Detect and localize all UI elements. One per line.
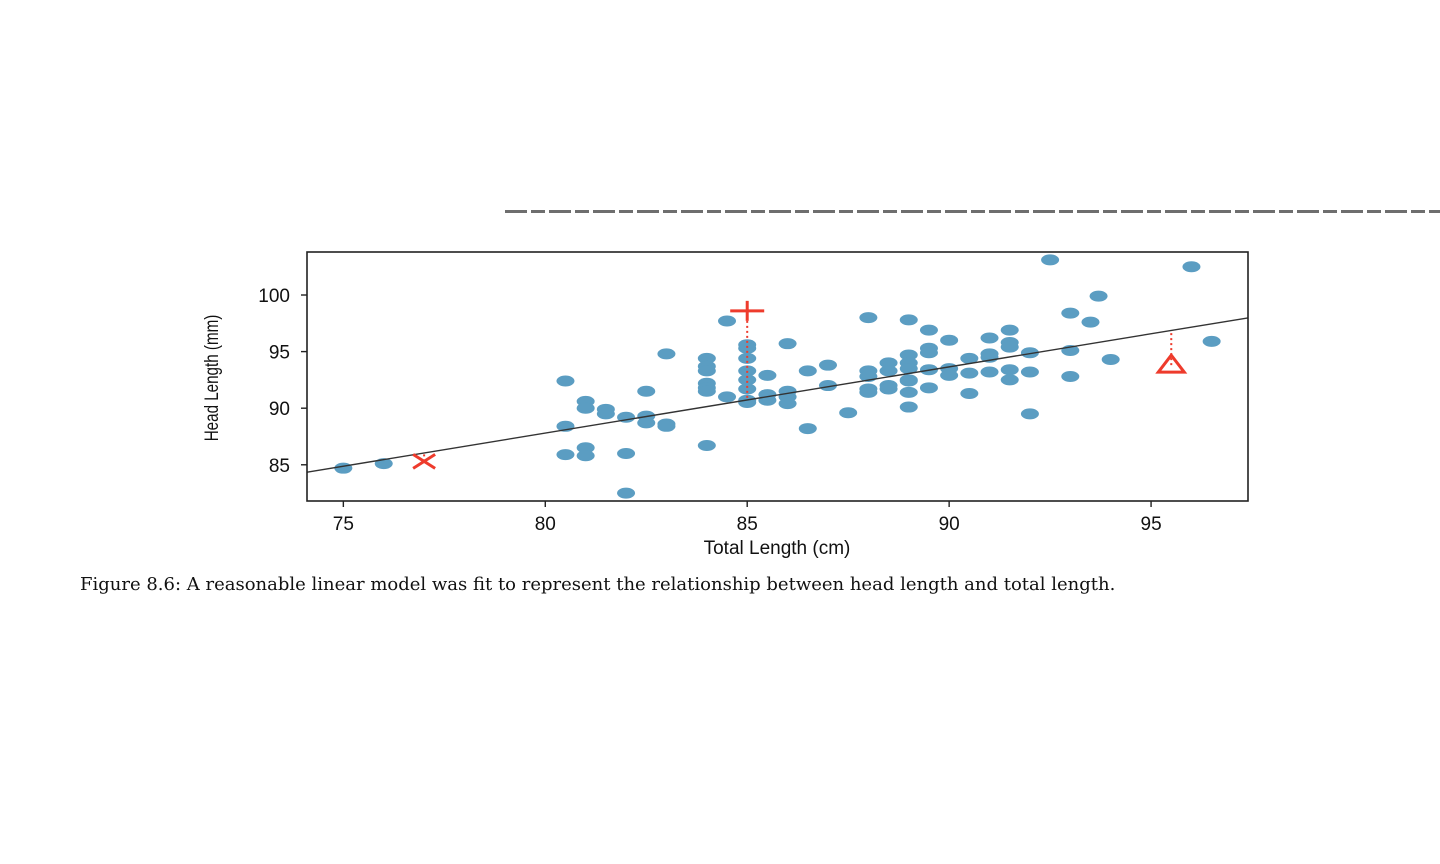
data-point [1020,408,1039,420]
data-point [718,391,737,403]
x-tick-label: 75 [333,514,354,535]
data-point [738,374,757,386]
data-point [1000,364,1019,376]
data-point [617,487,636,499]
data-point [1020,347,1039,359]
data-point [1089,290,1108,302]
data-point [576,450,595,462]
y-axis-title: Head Length (mm) [200,315,222,442]
data-point [899,363,918,375]
data-point [798,423,817,435]
data-point [899,375,918,387]
highlight-x-marker [412,453,436,470]
x-tick-label: 95 [1141,514,1162,535]
data-point [637,385,656,397]
figure-caption: Figure 8.6: A reasonable linear model wa… [80,574,1116,595]
data-point [738,342,757,354]
data-point [899,386,918,398]
data-point [334,462,353,474]
data-point [839,407,858,419]
data-point [960,352,979,364]
data-point [1000,324,1019,336]
plot-frame [306,251,1249,502]
data-point [879,365,898,377]
data-point [919,382,938,394]
plot-area [307,254,1248,499]
y-tick-label: 90 [269,399,290,420]
data-point [899,349,918,361]
y-tick-label: 95 [269,343,290,364]
data-point [879,383,898,395]
data-point [576,402,595,414]
data-point [919,347,938,359]
regression-line [307,317,1248,473]
data-point [657,348,676,360]
data-point [738,383,757,395]
data-point [1202,335,1221,347]
data-point [980,332,999,344]
cropped-header-line [505,210,1440,213]
data-point [1020,366,1039,378]
data-point [697,352,716,364]
highlight-triangle-marker [1155,352,1188,374]
data-point [738,352,757,364]
axes: 75 80 85 90 95 85 90 95 100 [258,251,1249,535]
data-point [637,417,656,429]
data-point [617,447,636,459]
data-point [1101,354,1120,366]
data-point [960,387,979,399]
data-point [1081,316,1100,328]
data-point [758,369,777,381]
data-point [697,385,716,397]
data-point [718,315,737,327]
y-tick-label: 100 [258,286,290,307]
data-point [879,357,898,369]
data-point [899,314,918,326]
data-point [778,398,797,410]
data-point [798,365,817,377]
data-point [657,420,676,432]
x-tick-label: 80 [535,514,556,535]
data-point [576,442,595,454]
x-tick-label: 85 [737,514,758,535]
data-point [919,324,938,336]
data-point [1061,307,1080,319]
x-tick-label: 90 [939,514,960,535]
data-point [1061,371,1080,382]
data-point [1182,261,1201,273]
data-point [899,401,918,413]
data-point [818,380,837,392]
data-point [556,375,575,387]
data-point [818,359,837,371]
data-point [980,366,999,378]
data-point [940,334,959,346]
data-point [778,338,797,350]
y-tick-label: 85 [269,456,290,477]
data-point [1000,374,1019,386]
data-point [960,367,979,379]
data-point [859,386,878,398]
data-point [940,369,959,381]
x-axis-title: Total Length (cm) [704,538,851,559]
data-point [859,312,878,324]
data-point [1000,341,1019,353]
data-point [596,408,615,420]
data-point [738,365,757,377]
data-point [697,440,716,452]
data-point [556,449,575,461]
data-point [697,365,716,377]
data-point [1041,254,1060,266]
